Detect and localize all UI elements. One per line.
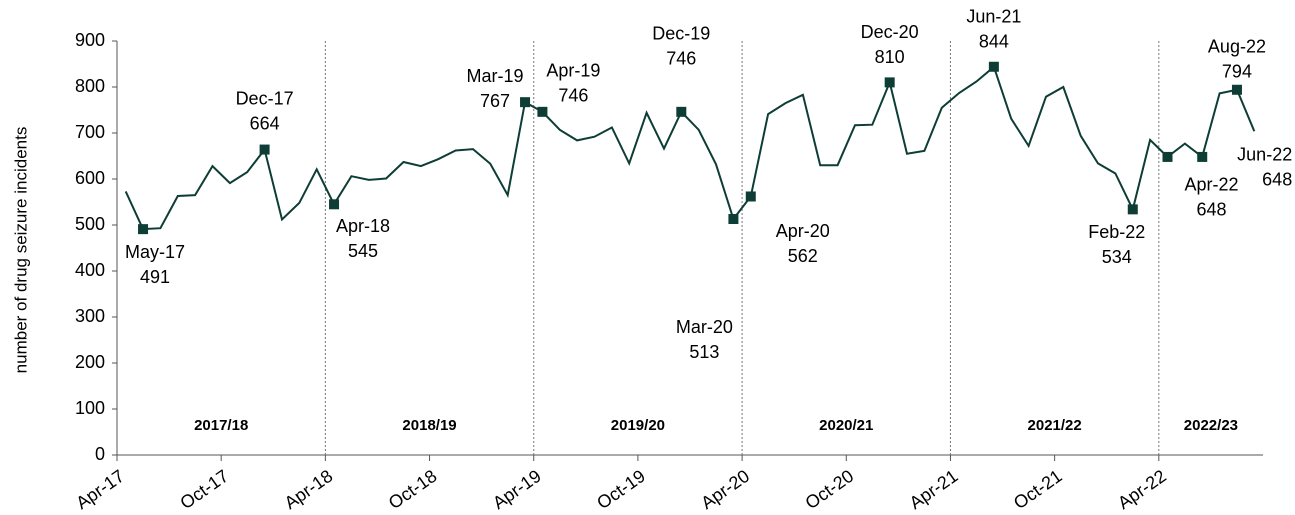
- period-label: 2022/23: [1184, 417, 1238, 434]
- highlight-marker: [1127, 204, 1138, 215]
- period-label: 2018/19: [402, 417, 456, 434]
- highlight-value: 545: [348, 241, 378, 261]
- highlight-marker: [329, 199, 340, 210]
- y-tick-label: 100: [75, 398, 105, 418]
- y-axis-label: number of drug seizure incidents: [11, 127, 30, 374]
- highlight-label: Dec-17: [236, 88, 294, 108]
- highlight-value: 664: [250, 113, 280, 133]
- highlight-value: 491: [140, 267, 170, 287]
- line: [124, 65, 1256, 231]
- highlight-value: 746: [666, 49, 696, 69]
- highlight-label: Apr-19: [546, 61, 600, 81]
- highlight-label: Mar-20: [676, 317, 733, 337]
- highlight-marker: [259, 144, 270, 155]
- highlight-label: Apr-22: [1184, 175, 1238, 195]
- highlight-value: 794: [1222, 62, 1252, 82]
- highlight-label: Apr-20: [776, 221, 830, 241]
- highlight-label: Jun-22: [1237, 145, 1292, 165]
- y-tick-label: 400: [75, 260, 105, 280]
- highlight-marker: [728, 214, 739, 225]
- highlight-marker: [884, 77, 895, 88]
- highlight-value: 513: [689, 342, 719, 362]
- highlight-label: Mar-19: [467, 66, 524, 86]
- y-tick-label: 200: [75, 352, 105, 372]
- period-label: 2021/22: [1028, 417, 1082, 434]
- y-tick-label: 600: [75, 168, 105, 188]
- y-tick-label: 0: [95, 444, 105, 464]
- x-tick-label: Apr-19: [489, 466, 545, 513]
- y-tick-label: 700: [75, 122, 105, 142]
- y-tick-label: 800: [75, 76, 105, 96]
- highlight-value: 844: [979, 32, 1009, 52]
- x-tick-label: Apr-20: [697, 466, 753, 513]
- x-tick-label: Oct-19: [593, 466, 649, 513]
- highlight-value: 746: [558, 86, 588, 106]
- x-tick-label: Oct-20: [802, 466, 858, 513]
- highlight-value: 648: [1262, 170, 1292, 190]
- highlight-marker: [988, 61, 999, 72]
- highlight-label: May-17: [125, 242, 185, 262]
- highlight-marker: [1197, 151, 1208, 162]
- x-tick-label: Oct-21: [1010, 466, 1066, 513]
- highlight-value: 810: [875, 47, 905, 67]
- y-tick-label: 500: [75, 214, 105, 234]
- highlight-label: Dec-19: [652, 24, 710, 44]
- x-tick-label: Oct-17: [176, 466, 232, 513]
- highlight-label: Feb-22: [1088, 222, 1145, 242]
- highlight-label: Apr-18: [336, 216, 390, 236]
- highlight-label: Dec-20: [861, 22, 919, 42]
- highlight-value: 562: [788, 246, 818, 266]
- highlight-marker: [1231, 84, 1242, 95]
- highlight-value: 534: [1102, 247, 1132, 267]
- x-tick-label: Apr-22: [1114, 466, 1170, 513]
- period-label: 2020/21: [819, 417, 873, 434]
- highlight-marker: [745, 191, 756, 202]
- period-label: 2017/18: [194, 417, 248, 434]
- x-tick-label: Apr-17: [72, 466, 128, 513]
- period-label: 2019/20: [611, 417, 665, 434]
- highlight-label: Aug-22: [1208, 37, 1266, 57]
- y-tick-label: 300: [75, 306, 105, 326]
- y-tick-label: 900: [75, 30, 105, 50]
- highlight-value: 767: [480, 91, 510, 111]
- x-tick-label: Apr-21: [906, 466, 962, 513]
- highlight-marker: [676, 106, 687, 117]
- highlight-marker: [138, 224, 149, 235]
- x-tick-label: Apr-18: [281, 466, 337, 513]
- highlight-value: 648: [1196, 200, 1226, 220]
- x-tick-label: Oct-18: [385, 466, 441, 513]
- highlight-label: Jun-21: [966, 7, 1021, 27]
- highlight-marker: [520, 97, 531, 108]
- highlight-marker: [1162, 151, 1173, 162]
- highlight-marker: [537, 106, 548, 117]
